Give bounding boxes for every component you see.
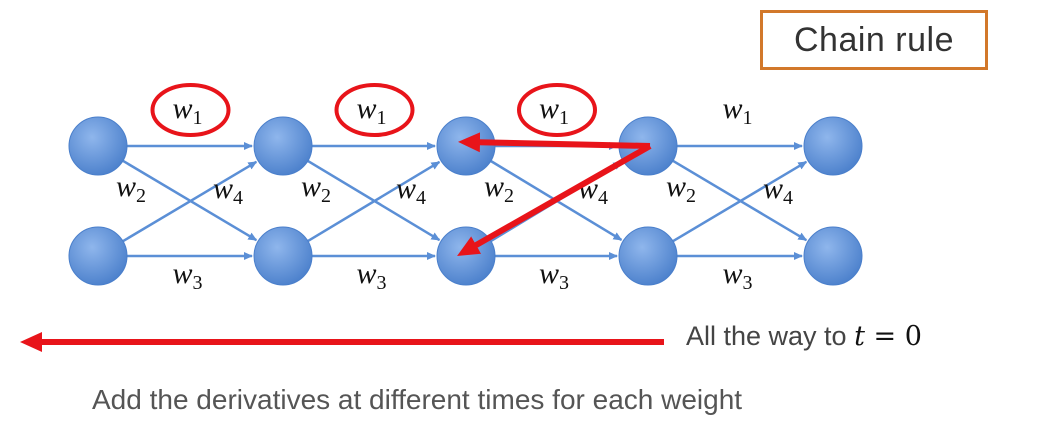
chain-rule-box: Chain rule bbox=[760, 10, 988, 70]
label-w4-3: w4 bbox=[763, 172, 793, 209]
highlight-circle-w1-1 bbox=[334, 83, 415, 137]
edge-cross-up-0 bbox=[122, 160, 258, 243]
node-bottom-4 bbox=[803, 226, 863, 286]
timeline-text: All the way to bbox=[686, 321, 855, 351]
node-top-4 bbox=[803, 116, 863, 176]
highlight-circle-w1-2 bbox=[517, 83, 597, 137]
label-w1-0: w1 bbox=[173, 92, 203, 129]
label-w2-0: w2 bbox=[116, 170, 146, 207]
caption: Add the derivatives at different times f… bbox=[92, 384, 743, 415]
label-w3-0: w3 bbox=[173, 257, 203, 294]
chain-rule-label: Chain rule bbox=[794, 20, 954, 59]
label-w1-2: w1 bbox=[539, 92, 569, 129]
node-top-2 bbox=[436, 116, 496, 176]
label-w3-2: w3 bbox=[539, 257, 569, 294]
timeline-arrow-label: All the way to t = 0 bbox=[686, 321, 922, 352]
node-bottom-3 bbox=[618, 226, 678, 286]
node-top-0 bbox=[68, 116, 128, 176]
backprop-arrow-horizontal bbox=[458, 132, 651, 153]
label-w2-2: w2 bbox=[484, 170, 514, 207]
highlight-circles-group bbox=[150, 83, 597, 137]
node-top-1 bbox=[253, 116, 313, 176]
label-w4-1: w4 bbox=[396, 172, 426, 209]
edge-cross-up-1 bbox=[307, 160, 441, 243]
label-w2-3: w2 bbox=[666, 170, 696, 207]
label-w1-1: w1 bbox=[357, 92, 387, 129]
label-w3-1: w3 bbox=[357, 257, 387, 294]
backprop-arrow-diagonal bbox=[457, 143, 652, 256]
timeline-math-rest: = 0 bbox=[864, 321, 922, 352]
highlight-circle-w1-0 bbox=[150, 83, 231, 137]
edge-cross-up-3 bbox=[672, 160, 808, 243]
nodes-group bbox=[68, 116, 863, 286]
timeline-math-var: t bbox=[854, 321, 865, 352]
label-w2-1: w2 bbox=[301, 170, 331, 207]
label-w4-0: w4 bbox=[213, 172, 243, 209]
node-bottom-2 bbox=[436, 226, 496, 286]
label-w3-3: w3 bbox=[723, 257, 753, 294]
node-bottom-0 bbox=[68, 226, 128, 286]
node-bottom-1 bbox=[253, 226, 313, 286]
label-w1-3: w1 bbox=[723, 92, 753, 129]
